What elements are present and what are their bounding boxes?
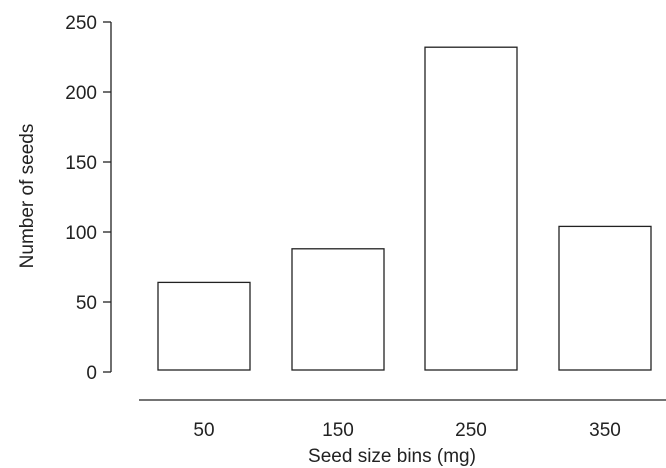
bar-150 (291, 248, 385, 371)
y-tick-label: 250 (65, 13, 97, 34)
x-axis: 50 150 250 350 (139, 399, 666, 441)
bar-350 (558, 225, 652, 371)
y-tick-label: 50 (76, 293, 97, 314)
x-tick-label: 50 (193, 420, 214, 441)
y-tick-label: 150 (65, 153, 97, 174)
bar-50 (157, 281, 251, 371)
y-axis: 0 50 100 150 200 250 (65, 13, 112, 384)
bar-250 (424, 46, 518, 371)
x-tick-label: 150 (322, 420, 354, 441)
x-axis-title: Seed size bins (mg) (308, 446, 476, 467)
bars (157, 46, 652, 371)
x-tick-label: 350 (589, 420, 621, 441)
x-tick-label: 250 (455, 420, 487, 441)
y-tick-label: 100 (65, 223, 97, 244)
y-axis-title: Number of seeds (17, 124, 38, 269)
y-tick-label: 0 (86, 363, 97, 384)
y-tick-label: 200 (65, 83, 97, 104)
